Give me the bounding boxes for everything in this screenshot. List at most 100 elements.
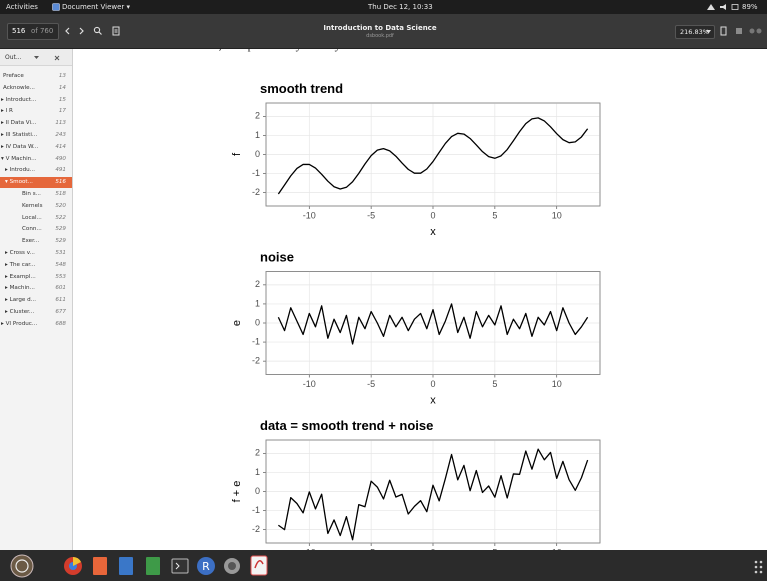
zoom-select[interactable]: 216.83% <box>675 25 715 39</box>
toc-label[interactable]: ▸ IV Data W... <box>1 144 38 150</box>
x-tick-label: 5 <box>492 379 497 389</box>
toc-page: 15 <box>59 97 66 103</box>
y-tick-label: 2 <box>255 448 260 458</box>
y-tick-label: -2 <box>252 524 260 534</box>
toc-entry[interactable]: ▸ Cluster... 677 <box>0 307 72 318</box>
y-tick-label: -2 <box>252 187 260 197</box>
toc-page: 548 <box>55 262 66 268</box>
status-icons[interactable] <box>706 3 746 11</box>
toc-label[interactable]: Bin s... <box>22 191 41 197</box>
toc-entry[interactable]: ▸ VI Produc... 688 <box>0 319 72 330</box>
toc-entry[interactable]: ▸ Exampl... 553 <box>0 272 72 283</box>
toc-label[interactable]: Preface <box>3 73 24 79</box>
toc-label[interactable]: Exer... <box>22 238 39 244</box>
toc-entry[interactable]: ▸ The car... 548 <box>0 260 72 271</box>
y-tick-label: -1 <box>252 168 260 178</box>
y-tick-label: 2 <box>255 279 260 289</box>
toc-label[interactable]: ▸ The car... <box>5 262 35 268</box>
toc-label[interactable]: ▸ II Data Vi... <box>1 120 36 126</box>
battery: 89% <box>742 3 758 11</box>
app-menu[interactable]: Document Viewer ▾ <box>62 3 130 11</box>
x-tick-label: -10 <box>303 210 316 220</box>
toc-page: 520 <box>55 203 66 209</box>
toc-label[interactable]: ▾ V Machin... <box>1 156 37 162</box>
toc-entry[interactable]: ▸ I R 17 <box>0 106 72 117</box>
window-buttons[interactable] <box>718 25 764 37</box>
page-number[interactable]: 516 <box>12 27 25 35</box>
y-tick-label: 2 <box>255 111 260 121</box>
toc-page: 17 <box>59 108 66 114</box>
toc-entry[interactable]: Preface 13 <box>0 71 72 82</box>
toc-entry[interactable]: Local... 522 <box>0 213 72 224</box>
toc-label[interactable]: ▸ Introdu... <box>5 167 35 173</box>
toc-entry[interactable]: ▸ IV Data W...414 <box>0 142 72 153</box>
toc-label[interactable]: Acknowle... <box>3 85 35 91</box>
toc-entry[interactable]: ▸ Machin... 601 <box>0 283 72 294</box>
x-tick-label: -5 <box>367 210 375 220</box>
screen: from the trend, is unpredictably wobbly:… <box>0 0 767 581</box>
y-axis-title: e <box>231 320 243 326</box>
chart-title: noise <box>260 250 294 265</box>
toc-page: 14 <box>59 85 66 91</box>
toc-label[interactable]: ▸ Cross v... <box>5 250 35 256</box>
toc-entry[interactable]: ▸ III Statisti... 243 <box>0 130 72 141</box>
y-tick-label: -1 <box>252 505 260 515</box>
toc-label[interactable]: Conn... <box>22 226 42 232</box>
toc-page: 529 <box>55 238 66 244</box>
toc-label[interactable]: Kernels <box>22 203 43 209</box>
toc-page: 553 <box>55 274 66 280</box>
y-axis-title: f <box>231 152 243 156</box>
dock-icons[interactable]: R <box>0 550 767 581</box>
toc-label[interactable]: ▸ Cluster... <box>5 309 34 315</box>
toc-entry[interactable]: ▸ Introduct... 15 <box>0 95 72 106</box>
sidebar-mode[interactable]: Out... <box>5 54 22 61</box>
chart-title: data = smooth trend + noise <box>260 418 433 433</box>
dock: R <box>0 550 767 581</box>
toc-page: 243 <box>55 132 66 138</box>
toc-label[interactable]: ▸ Machin... <box>5 285 35 291</box>
toc-label[interactable]: ▸ VI Produc... <box>1 321 37 327</box>
x-tick-label: 5 <box>492 210 497 220</box>
toc-page: 688 <box>55 321 66 327</box>
y-tick-label: 1 <box>255 298 260 308</box>
toc-label[interactable]: ▸ I R <box>1 108 13 114</box>
nav-buttons[interactable] <box>63 25 123 37</box>
toc-page: 13 <box>59 73 66 79</box>
toolbar: 516 of 760 Introduction to Data Science … <box>0 14 767 49</box>
svg-text:R: R <box>202 560 210 573</box>
x-tick-label: -10 <box>303 379 316 389</box>
toc-entry[interactable]: ▾ V Machin...490 <box>0 154 72 165</box>
y-tick-label: 1 <box>255 467 260 477</box>
toc-page: 522 <box>55 215 66 221</box>
y-tick-label: 0 <box>255 486 260 496</box>
sidebar-controls[interactable] <box>34 55 64 61</box>
toc-label[interactable]: ▸ Introduct... <box>1 97 36 103</box>
toc-label[interactable]: Local... <box>22 215 42 221</box>
activities[interactable]: Activities <box>6 3 38 11</box>
page-count: of 760 <box>31 27 53 35</box>
toc-entry[interactable]: ▸ II Data Vi...113 <box>0 118 72 129</box>
toc-page: 677 <box>55 309 66 315</box>
y-tick-label: -2 <box>252 356 260 366</box>
toc-entry[interactable]: Bin s...518 <box>0 189 72 200</box>
y-tick-label: -1 <box>252 336 260 346</box>
toc-entry[interactable]: ▸ Cross v...531 <box>0 248 72 259</box>
toc-entry[interactable]: Kernels 520 <box>0 201 72 212</box>
toc-entry[interactable]: ▸ Large d... 611 <box>0 295 72 306</box>
toc-label[interactable]: ▸ III Statisti... <box>1 132 37 138</box>
toc-entry[interactable]: Conn...529 <box>0 224 72 235</box>
toc-entry[interactable]: ▸ Introdu...491 <box>0 165 72 176</box>
page-entry[interactable]: 516 of 760 <box>7 23 59 40</box>
zoom-level[interactable]: 216.83% <box>680 28 709 36</box>
toc-page: 601 <box>55 285 66 291</box>
toc-label[interactable]: ▸ Large d... <box>5 297 36 303</box>
toc-entry[interactable]: ▾ Smoot...516 <box>0 177 72 188</box>
toc-label[interactable]: ▸ Exampl... <box>5 274 36 280</box>
x-tick-label: 10 <box>552 210 562 220</box>
clock[interactable]: Thu Dec 12, 10:33 <box>368 3 433 11</box>
toc-label[interactable]: ▾ Smoot... <box>5 179 33 185</box>
toc-page: 611 <box>55 297 66 303</box>
document-page: smooth trend-2-1012-10-50510xfnoise-2-10… <box>0 0 767 581</box>
toc-entry[interactable]: Acknowle... 14 <box>0 83 72 94</box>
toc-entry[interactable]: Exer... 529 <box>0 236 72 247</box>
